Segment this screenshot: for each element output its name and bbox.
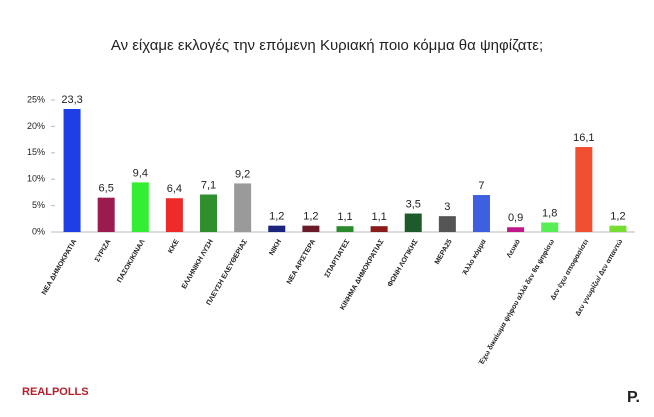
- x-tick-label: ΠΛΕΥΣΗ ΕΛΕΥΘΕΡΙΑΣ: [206, 238, 249, 306]
- bar: [370, 226, 388, 232]
- chart-title: Αν είχαμε εκλογές την επόμενη Κυριακή πο…: [111, 37, 543, 54]
- value-label: 6,5: [99, 183, 114, 195]
- y-tick-label: 25%: [27, 94, 45, 104]
- value-label: 6,4: [167, 183, 182, 195]
- x-tick-label: ΦΩΝΗ ΛΟΓΙΚΗΣ: [387, 238, 420, 288]
- value-label: 16,1: [573, 132, 594, 144]
- value-label: 1,8: [542, 207, 557, 219]
- bar: [404, 213, 422, 232]
- x-tick-label: Δεν έχω αποφασίσει: [550, 238, 591, 301]
- x-tick-label: ΜΕΡΑ25: [434, 238, 454, 265]
- bar: [97, 197, 115, 232]
- x-tick-label: Έχω δικαίωμα ψήφου αλλά δεν θα ψηφίσω: [477, 238, 556, 367]
- bar: [438, 216, 456, 232]
- bar: [472, 195, 490, 232]
- value-label: 23,3: [61, 94, 82, 106]
- x-tick-label: ΠΑΣΟΚ/ΚΙΝΑΛ: [116, 238, 146, 284]
- x-tick-label: ΣΥΡΙΖΑ: [94, 238, 112, 263]
- bar: [575, 146, 593, 232]
- bar: [507, 227, 525, 232]
- value-label: 3: [444, 201, 450, 213]
- value-label: 1,2: [303, 211, 318, 223]
- bar: [165, 198, 183, 232]
- x-tick-label: ΝΕΑ ΑΡΙΣΤΕΡΑ: [286, 238, 317, 285]
- value-label: 7,1: [201, 179, 216, 191]
- x-tick-label: Λευκό: [506, 238, 522, 259]
- y-tick-label: 20%: [27, 121, 45, 131]
- x-tick-label: ΝΕΑ ΔΗΜΟΚΡΑΤΙΑ: [41, 238, 78, 296]
- logo-right: P.: [627, 389, 640, 406]
- bar: [609, 225, 627, 232]
- value-label: 1,1: [371, 211, 386, 223]
- x-tick-label: ΕΛΛΗΝΙΚΗ ΛΥΣΗ: [181, 238, 215, 290]
- bar: [200, 194, 218, 232]
- y-tick-label: 5%: [32, 200, 45, 210]
- bar: [268, 225, 286, 232]
- y-tick-label: 0%: [32, 226, 45, 236]
- value-label: 0,9: [508, 212, 523, 224]
- bar: [302, 225, 320, 232]
- value-label: 9,4: [133, 167, 148, 179]
- logo-left: REALPOLLS: [22, 386, 89, 398]
- x-tick-label: Άλλο κόμμα: [461, 237, 488, 276]
- bar: [131, 182, 149, 232]
- x-tick-label: ΣΠΑΡΤΙΑΤΕΣ: [324, 238, 351, 279]
- value-label: 9,2: [235, 168, 250, 180]
- value-label: 3,5: [406, 198, 421, 210]
- value-label: 1,2: [610, 211, 625, 223]
- bar: [336, 226, 354, 232]
- value-label: 7: [478, 180, 484, 192]
- bar: [234, 183, 252, 232]
- value-label: 1,1: [337, 211, 352, 223]
- bar: [541, 222, 559, 232]
- x-tick-label: ΚΚΕ: [167, 238, 181, 255]
- value-label: 1,2: [269, 211, 284, 223]
- x-tick-label: ΝΙΚΗ: [268, 238, 283, 256]
- y-tick-label: 15%: [27, 147, 45, 157]
- bar: [63, 108, 81, 232]
- y-tick-label: 10%: [27, 174, 45, 184]
